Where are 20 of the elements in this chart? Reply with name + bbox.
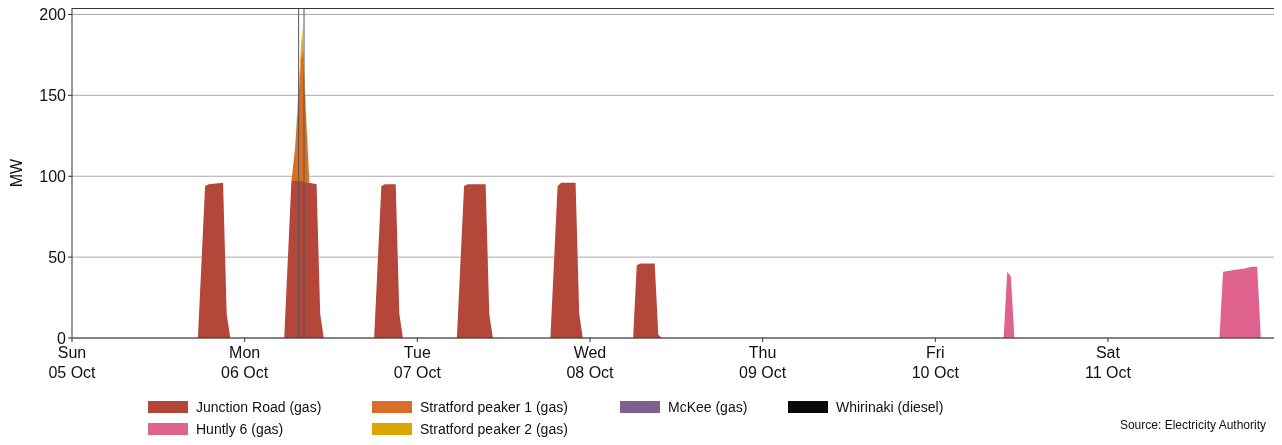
legend-label: Whirinaki (diesel) [836, 399, 944, 415]
x-tick-label: Thu 09 Oct [739, 344, 787, 381]
y-tick-label: 0 [57, 329, 67, 347]
legend-label: Junction Road (gas) [196, 399, 322, 415]
y-tick-label: 100 [39, 167, 67, 185]
x-tick-label: Mon 06 Oct [221, 344, 269, 381]
legend-label: Stratford peaker 2 (gas) [420, 421, 568, 437]
legend-label: McKee (gas) [668, 399, 748, 415]
legend-label: Stratford peaker 1 (gas) [420, 399, 568, 415]
source-note: Source: Electricity Authority [1119, 418, 1266, 432]
y-tick-label: 200 [39, 6, 67, 24]
y-axis-title: MW [8, 157, 25, 188]
x-tick-label: Wed 08 Oct [566, 344, 615, 381]
y-tick-label: 50 [48, 248, 67, 266]
x-tick-label: Sun 05 Oct [48, 344, 97, 381]
x-tick-label: Fri 10 Oct [911, 344, 960, 381]
y-tick-label: 150 [39, 86, 67, 104]
legend-label: Huntly 6 (gas) [196, 421, 284, 437]
x-tick-label: Tue 07 Oct [393, 344, 442, 381]
x-tick-label: Sat 11 Oct [1084, 344, 1132, 381]
